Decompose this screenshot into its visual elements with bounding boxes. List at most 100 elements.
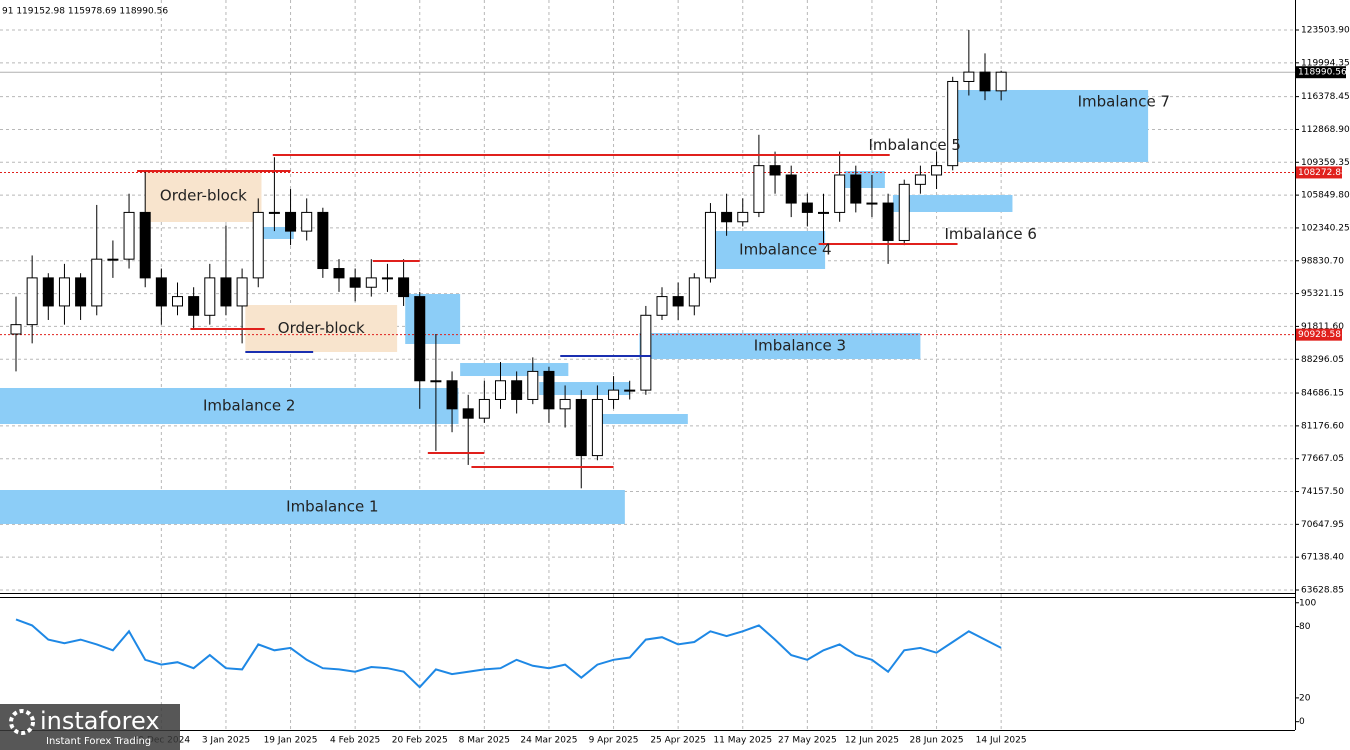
logo-background — [0, 704, 180, 750]
candle-body — [333, 268, 345, 279]
price-box — [1296, 66, 1346, 79]
candle-body — [931, 165, 943, 176]
price-box-label: 90928.58 — [1298, 330, 1341, 340]
candle-body — [381, 277, 393, 280]
y-tick-label: 91811.60 — [1301, 322, 1344, 332]
y-tick-label: 88296.05 — [1301, 355, 1344, 365]
x-tick-label: 3 Jan 2025 — [202, 736, 250, 746]
zone-label: Imbalance 7 — [1078, 92, 1170, 110]
candle-body — [704, 211, 716, 279]
candle-body — [866, 202, 878, 205]
y-tick-label: 70647.95 — [1301, 520, 1344, 530]
candle-body — [301, 211, 313, 232]
candle-body — [155, 277, 167, 307]
candle-body — [236, 277, 248, 307]
candle-body — [769, 165, 781, 176]
y-tick-label: 63628.85 — [1301, 585, 1344, 595]
order-block — [145, 169, 262, 222]
candle-body — [123, 211, 135, 260]
candle-body — [575, 398, 587, 457]
x-tick-label: 9 Apr 2025 — [589, 736, 639, 746]
price-box-label: 108272.88 — [1298, 168, 1347, 178]
logo-icon — [9, 709, 35, 735]
candle-body — [801, 202, 813, 213]
y-tick-label: 112868.90 — [1301, 125, 1350, 135]
y-tick-label: 116378.45 — [1301, 92, 1350, 102]
x-tick-label: 20 Feb 2025 — [392, 736, 448, 746]
zone-label: Imbalance 4 — [739, 240, 831, 258]
rsi-line — [15, 618, 1002, 689]
candle-body — [914, 174, 926, 185]
candle-body — [349, 277, 361, 288]
candle-body — [365, 277, 377, 288]
imbalance-zone — [0, 387, 459, 424]
candle-body — [527, 370, 539, 400]
y-tick-label: 74157.50 — [1301, 487, 1344, 497]
zone-label: Imbalance 2 — [203, 396, 295, 414]
candle-body — [58, 277, 70, 307]
x-tick-label: 19 Jan 2025 — [264, 736, 318, 746]
y-tick-label: 81176.60 — [1301, 421, 1344, 431]
imbalance-zone — [639, 332, 921, 359]
order-block — [245, 305, 398, 352]
candle-body — [26, 277, 38, 326]
current-price-label: 118990.56 — [1298, 68, 1347, 78]
candle-body — [398, 277, 410, 298]
candle-body — [252, 211, 264, 279]
y-tick-label: 84686.15 — [1301, 389, 1344, 399]
x-tick-label: 11 May 2025 — [713, 736, 772, 746]
candle-body — [91, 258, 103, 307]
candle-body — [478, 398, 490, 419]
y-tick-label: 95321.15 — [1301, 289, 1344, 299]
x-tick-label: 27 May 2025 — [778, 736, 837, 746]
candle-body — [882, 202, 894, 241]
y-tick-label: 102340.25 — [1301, 223, 1350, 233]
y-tick-label: 100 — [1299, 598, 1316, 608]
imbalance-zone — [705, 230, 826, 269]
candle-body — [834, 174, 846, 213]
candle-body — [42, 277, 54, 307]
imbalance-zone — [539, 382, 630, 396]
candle-body — [107, 258, 119, 261]
candle-body — [995, 71, 1007, 92]
candle-body — [753, 165, 765, 213]
y-tick-label: 98830.70 — [1301, 256, 1344, 266]
y-tick-label: 20 — [1299, 693, 1311, 703]
candle-body — [543, 370, 555, 410]
candle-body — [317, 211, 329, 270]
candle-body — [737, 211, 749, 223]
zone-label: Imbalance 1 — [286, 498, 378, 516]
candle-body — [462, 408, 474, 419]
candle-body — [172, 296, 183, 307]
candle-body — [947, 80, 959, 167]
candle-body — [608, 389, 620, 400]
imbalance-zone — [600, 414, 688, 425]
logo-tagline: Instant Forex Trading — [46, 736, 151, 747]
imbalance-zone — [892, 195, 1013, 213]
plot: Imbalance 1 Imbalance 2 Imbalance 3 Imbalan… — [0, 0, 1295, 730]
price-box — [1296, 328, 1342, 341]
logo-name: instaforex — [40, 707, 160, 735]
candle-body — [268, 211, 280, 214]
y-tick-label: 109359.35 — [1301, 158, 1350, 168]
ohlc-header: 91 119152.98 115978.69 118990.56 — [2, 7, 168, 17]
x-tick-label: 14 Jul 2025 — [976, 736, 1027, 746]
imbalance-zone — [949, 89, 1149, 163]
zone-label: Imbalance 6 — [944, 225, 1036, 243]
imbalance-zone — [0, 490, 625, 525]
y-tick-label: 67138.40 — [1301, 553, 1344, 563]
candle-body — [898, 183, 910, 241]
candle-body — [446, 380, 458, 410]
candle-body — [640, 314, 652, 391]
imbalance-zone — [460, 363, 569, 377]
candle-body — [850, 174, 862, 204]
candle-body — [688, 277, 700, 307]
candle-body — [591, 398, 603, 457]
price-box — [1296, 166, 1342, 179]
zone-label: Imbalance 3 — [754, 336, 846, 354]
candle-body — [495, 380, 506, 400]
imbalance-zone — [258, 226, 294, 239]
candle-body — [559, 398, 571, 410]
